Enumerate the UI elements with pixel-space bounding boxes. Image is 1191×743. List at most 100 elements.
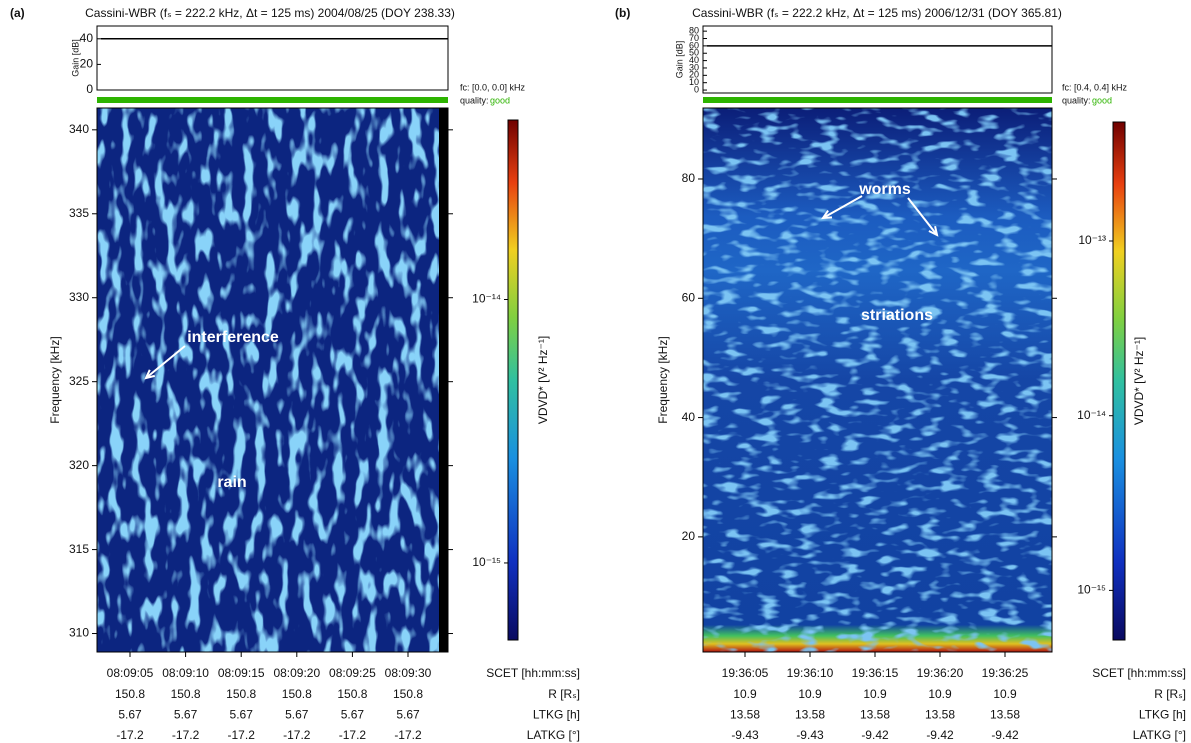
data-gap	[439, 108, 448, 652]
plot-frame	[96, 107, 449, 653]
gain-tick-label: 70	[689, 33, 699, 43]
y-tick-label: 40	[682, 410, 696, 424]
annotation: interference	[187, 329, 279, 346]
x-tick-label: 19:36:25	[982, 666, 1029, 680]
y-tick-label: 325	[69, 374, 89, 388]
gain-tick-label: 60	[689, 40, 699, 50]
row-value: 13.58	[795, 708, 825, 722]
y-tick-label: 330	[69, 290, 89, 304]
gain-frame	[96, 25, 449, 91]
spectrogram-texture	[97, 108, 448, 652]
y-tick-label: 20	[682, 529, 696, 543]
y-tick-label: 335	[69, 206, 89, 220]
colorbar-tick-label: 10⁻¹⁴	[1077, 408, 1106, 422]
row-value: 10.9	[863, 687, 887, 701]
x-axis-label: SCET [hh:mm:ss]	[486, 666, 580, 680]
row-value: 10.9	[993, 687, 1017, 701]
colorbar-label: VDVD* [V² Hz⁻¹]	[1132, 337, 1146, 425]
row-value: 10.9	[928, 687, 952, 701]
row-value: -17.2	[339, 728, 367, 742]
gain-tick-label: 80	[689, 26, 699, 36]
gain-frame	[702, 25, 1053, 94]
row-value: 150.8	[115, 687, 145, 701]
row-value: -17.2	[116, 728, 144, 742]
panel-label: (a)	[10, 6, 25, 20]
annotation-arrow	[145, 345, 186, 379]
row-value: -9.42	[991, 728, 1019, 742]
row-label: R [Rₛ]	[1154, 687, 1186, 701]
annotation: worms	[858, 181, 911, 198]
row-value: 10.9	[733, 687, 757, 701]
row-value: -9.43	[796, 728, 824, 742]
panel-title: Cassini-WBR (fₛ = 222.2 kHz, Δt = 125 ms…	[85, 6, 455, 20]
row-value: 5.67	[230, 708, 254, 722]
x-tick-label: 08:09:10	[162, 666, 209, 680]
x-tick-label: 19:36:05	[722, 666, 769, 680]
annotation-arrowhead	[144, 369, 155, 380]
quality-value: good	[490, 95, 510, 105]
gain-tick-label: 30	[689, 62, 699, 72]
row-value: 150.8	[226, 687, 256, 701]
annotation-arrow	[822, 195, 863, 219]
gain-tick-label: 40	[80, 31, 94, 45]
quality-label: quality:	[460, 95, 489, 105]
row-label: LATKG [°]	[1133, 728, 1186, 742]
quality-label: quality:	[1062, 95, 1091, 105]
gain-tick-label: 0	[694, 84, 699, 94]
row-value: -9.42	[926, 728, 954, 742]
quality-bar	[97, 97, 448, 103]
panel-label: (b)	[615, 6, 630, 20]
row-value: -9.43	[731, 728, 759, 742]
row-value: 150.8	[171, 687, 201, 701]
y-tick-label: 80	[682, 171, 696, 185]
gain-tick-label: 20	[689, 70, 699, 80]
x-tick-label: 08:09:30	[385, 666, 432, 680]
row-value: -17.2	[172, 728, 200, 742]
panel-title: Cassini-WBR (fₛ = 222.2 kHz, Δt = 125 ms…	[692, 6, 1062, 20]
row-value: -9.42	[861, 728, 889, 742]
row-value: -17.2	[283, 728, 311, 742]
x-tick-label: 08:09:25	[329, 666, 376, 680]
annotation-arrowhead	[928, 225, 939, 237]
row-value: 13.58	[730, 708, 760, 722]
row-value: 13.58	[990, 708, 1020, 722]
x-tick-label: 08:09:05	[107, 666, 154, 680]
row-value: -17.2	[228, 728, 256, 742]
annotation-arrowhead	[820, 210, 833, 220]
x-tick-label: 19:36:10	[787, 666, 834, 680]
colorbar-label: VDVD* [V² Hz⁻¹]	[536, 336, 550, 424]
x-axis-label: SCET [hh:mm:ss]	[1092, 666, 1186, 680]
row-value: 5.67	[174, 708, 198, 722]
row-value: 5.67	[396, 708, 420, 722]
colorbar-tick-label: 10⁻¹³	[1078, 233, 1106, 247]
row-value: 10.9	[798, 687, 822, 701]
row-label: LTKG [h]	[533, 708, 580, 722]
spectrogram-texture	[703, 108, 1052, 652]
y-tick-label: 315	[69, 542, 89, 556]
fc-label: fc: [0.4, 0.4] kHz	[1062, 82, 1128, 92]
x-tick-label: 08:09:20	[273, 666, 320, 680]
row-value: 5.67	[341, 708, 365, 722]
y-tick-label: 340	[69, 122, 89, 136]
y-tick-label: 320	[69, 458, 89, 472]
gain-tick-label: 40	[689, 55, 699, 65]
y-axis-label: Frequency [kHz]	[656, 336, 670, 423]
row-label: LTKG [h]	[1139, 708, 1186, 722]
row-value: 5.67	[285, 708, 309, 722]
colorbar-tick-label: 10⁻¹⁵	[472, 555, 501, 569]
colorbar	[1112, 121, 1126, 641]
quality-bar	[703, 97, 1052, 103]
annotation-arrow	[907, 197, 938, 236]
colorbar-tick-label: 10⁻¹⁵	[1077, 583, 1106, 597]
row-value: -17.2	[394, 728, 422, 742]
row-value: 150.8	[393, 687, 423, 701]
row-value: 150.8	[282, 687, 312, 701]
gain-axis-label: Gain [dB]	[70, 39, 80, 77]
annotation: rain	[217, 474, 246, 491]
gain-tick-label: 20	[80, 57, 94, 71]
gain-tick-label: 50	[689, 48, 699, 58]
y-axis-label: Frequency [kHz]	[48, 336, 62, 423]
row-value: 13.58	[860, 708, 890, 722]
plot-frame	[702, 107, 1053, 653]
row-label: R [Rₛ]	[548, 687, 580, 701]
